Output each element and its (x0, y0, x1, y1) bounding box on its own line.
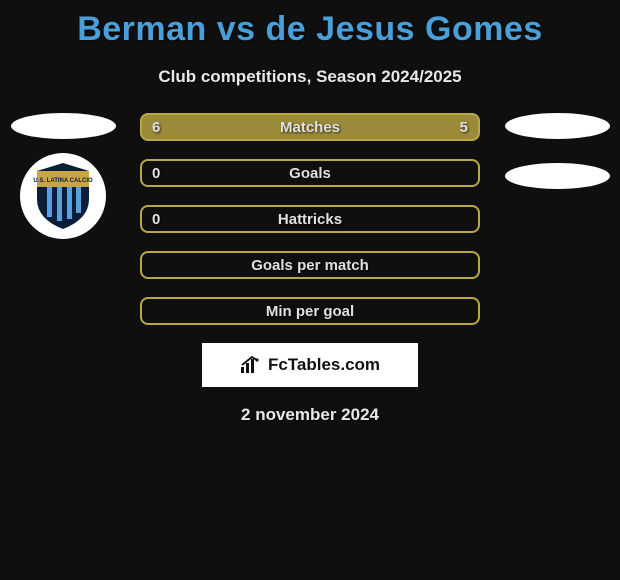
stat-left-value: 6 (152, 119, 160, 136)
branding-box: FcTables.com (202, 343, 418, 387)
stat-bar-matches: 6 Matches 5 (140, 113, 480, 141)
right-player-column (502, 113, 612, 203)
svg-text:U.S. LATINA CALCIO: U.S. LATINA CALCIO (33, 178, 93, 184)
left-club-badge: U.S. LATINA CALCIO (20, 153, 106, 239)
stat-label: Min per goal (266, 303, 354, 320)
stat-right-value: 5 (460, 119, 468, 136)
left-player-ellipse (11, 113, 116, 139)
stat-bar-min-per-goal: Min per goal (140, 297, 480, 325)
page-title: Berman vs de Jesus Gomes (0, 0, 620, 49)
stat-left-value: 0 (152, 165, 160, 182)
chart-icon (240, 355, 262, 375)
right-player-ellipse-2 (505, 163, 610, 189)
comparison-area: U.S. LATINA CALCIO 6 Matches 5 0 Goals (0, 113, 620, 425)
stats-bars: 6 Matches 5 0 Goals 0 Hattricks Goals pe… (140, 113, 480, 325)
club-shield-icon: U.S. LATINA CALCIO (33, 161, 93, 231)
right-player-ellipse-1 (505, 113, 610, 139)
left-player-column: U.S. LATINA CALCIO (8, 113, 118, 239)
branding-text: FcTables.com (268, 355, 380, 375)
stat-label: Goals (289, 165, 331, 182)
subtitle: Club competitions, Season 2024/2025 (0, 67, 620, 87)
stat-label: Goals per match (251, 257, 369, 274)
stat-label: Hattricks (278, 211, 342, 228)
stat-bar-goals-per-match: Goals per match (140, 251, 480, 279)
stat-bar-goals: 0 Goals (140, 159, 480, 187)
stat-label: Matches (280, 119, 340, 136)
stat-left-value: 0 (152, 211, 160, 228)
stat-bar-hattricks: 0 Hattricks (140, 205, 480, 233)
date-text: 2 november 2024 (0, 405, 620, 425)
